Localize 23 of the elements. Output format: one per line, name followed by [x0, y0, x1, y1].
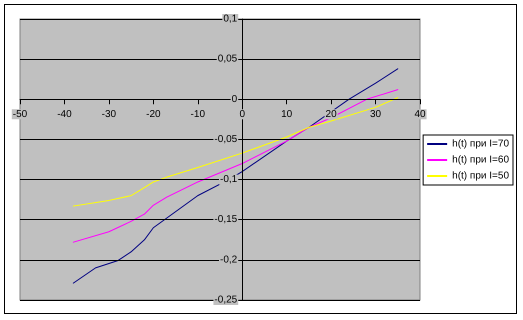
- x-tick-label: 10: [281, 108, 293, 120]
- y-tick-label: 0: [232, 94, 238, 105]
- x-tick-label: -30: [102, 108, 117, 120]
- legend-label: h(t) при I=70: [452, 138, 510, 150]
- line-series: [72, 97, 398, 207]
- x-tick-label: 20: [326, 108, 338, 120]
- x-tick-label: -40: [57, 108, 72, 120]
- y-tick-label: -0,2: [220, 254, 238, 266]
- y-tick-label: 0,1: [223, 14, 238, 24]
- x-tick-label: 40: [414, 108, 426, 120]
- x-tick-label: 30: [370, 108, 382, 120]
- y-tick-label: -0,25: [214, 294, 238, 306]
- legend-label: h(t) при I=60: [452, 154, 510, 166]
- x-tick-label: -20: [146, 108, 161, 120]
- x-tick-label: -50: [12, 108, 28, 120]
- y-tick-label: -0,05: [214, 134, 238, 145]
- x-tick-label: -10: [190, 108, 206, 120]
- y-tick-label: -0,15: [214, 214, 238, 226]
- line-series: [72, 68, 398, 284]
- line-series: [72, 89, 398, 243]
- y-tick-label: 0,05: [218, 54, 238, 65]
- x-tick-label: 0: [239, 108, 246, 120]
- legend-label: h(t) при I=50: [452, 170, 510, 182]
